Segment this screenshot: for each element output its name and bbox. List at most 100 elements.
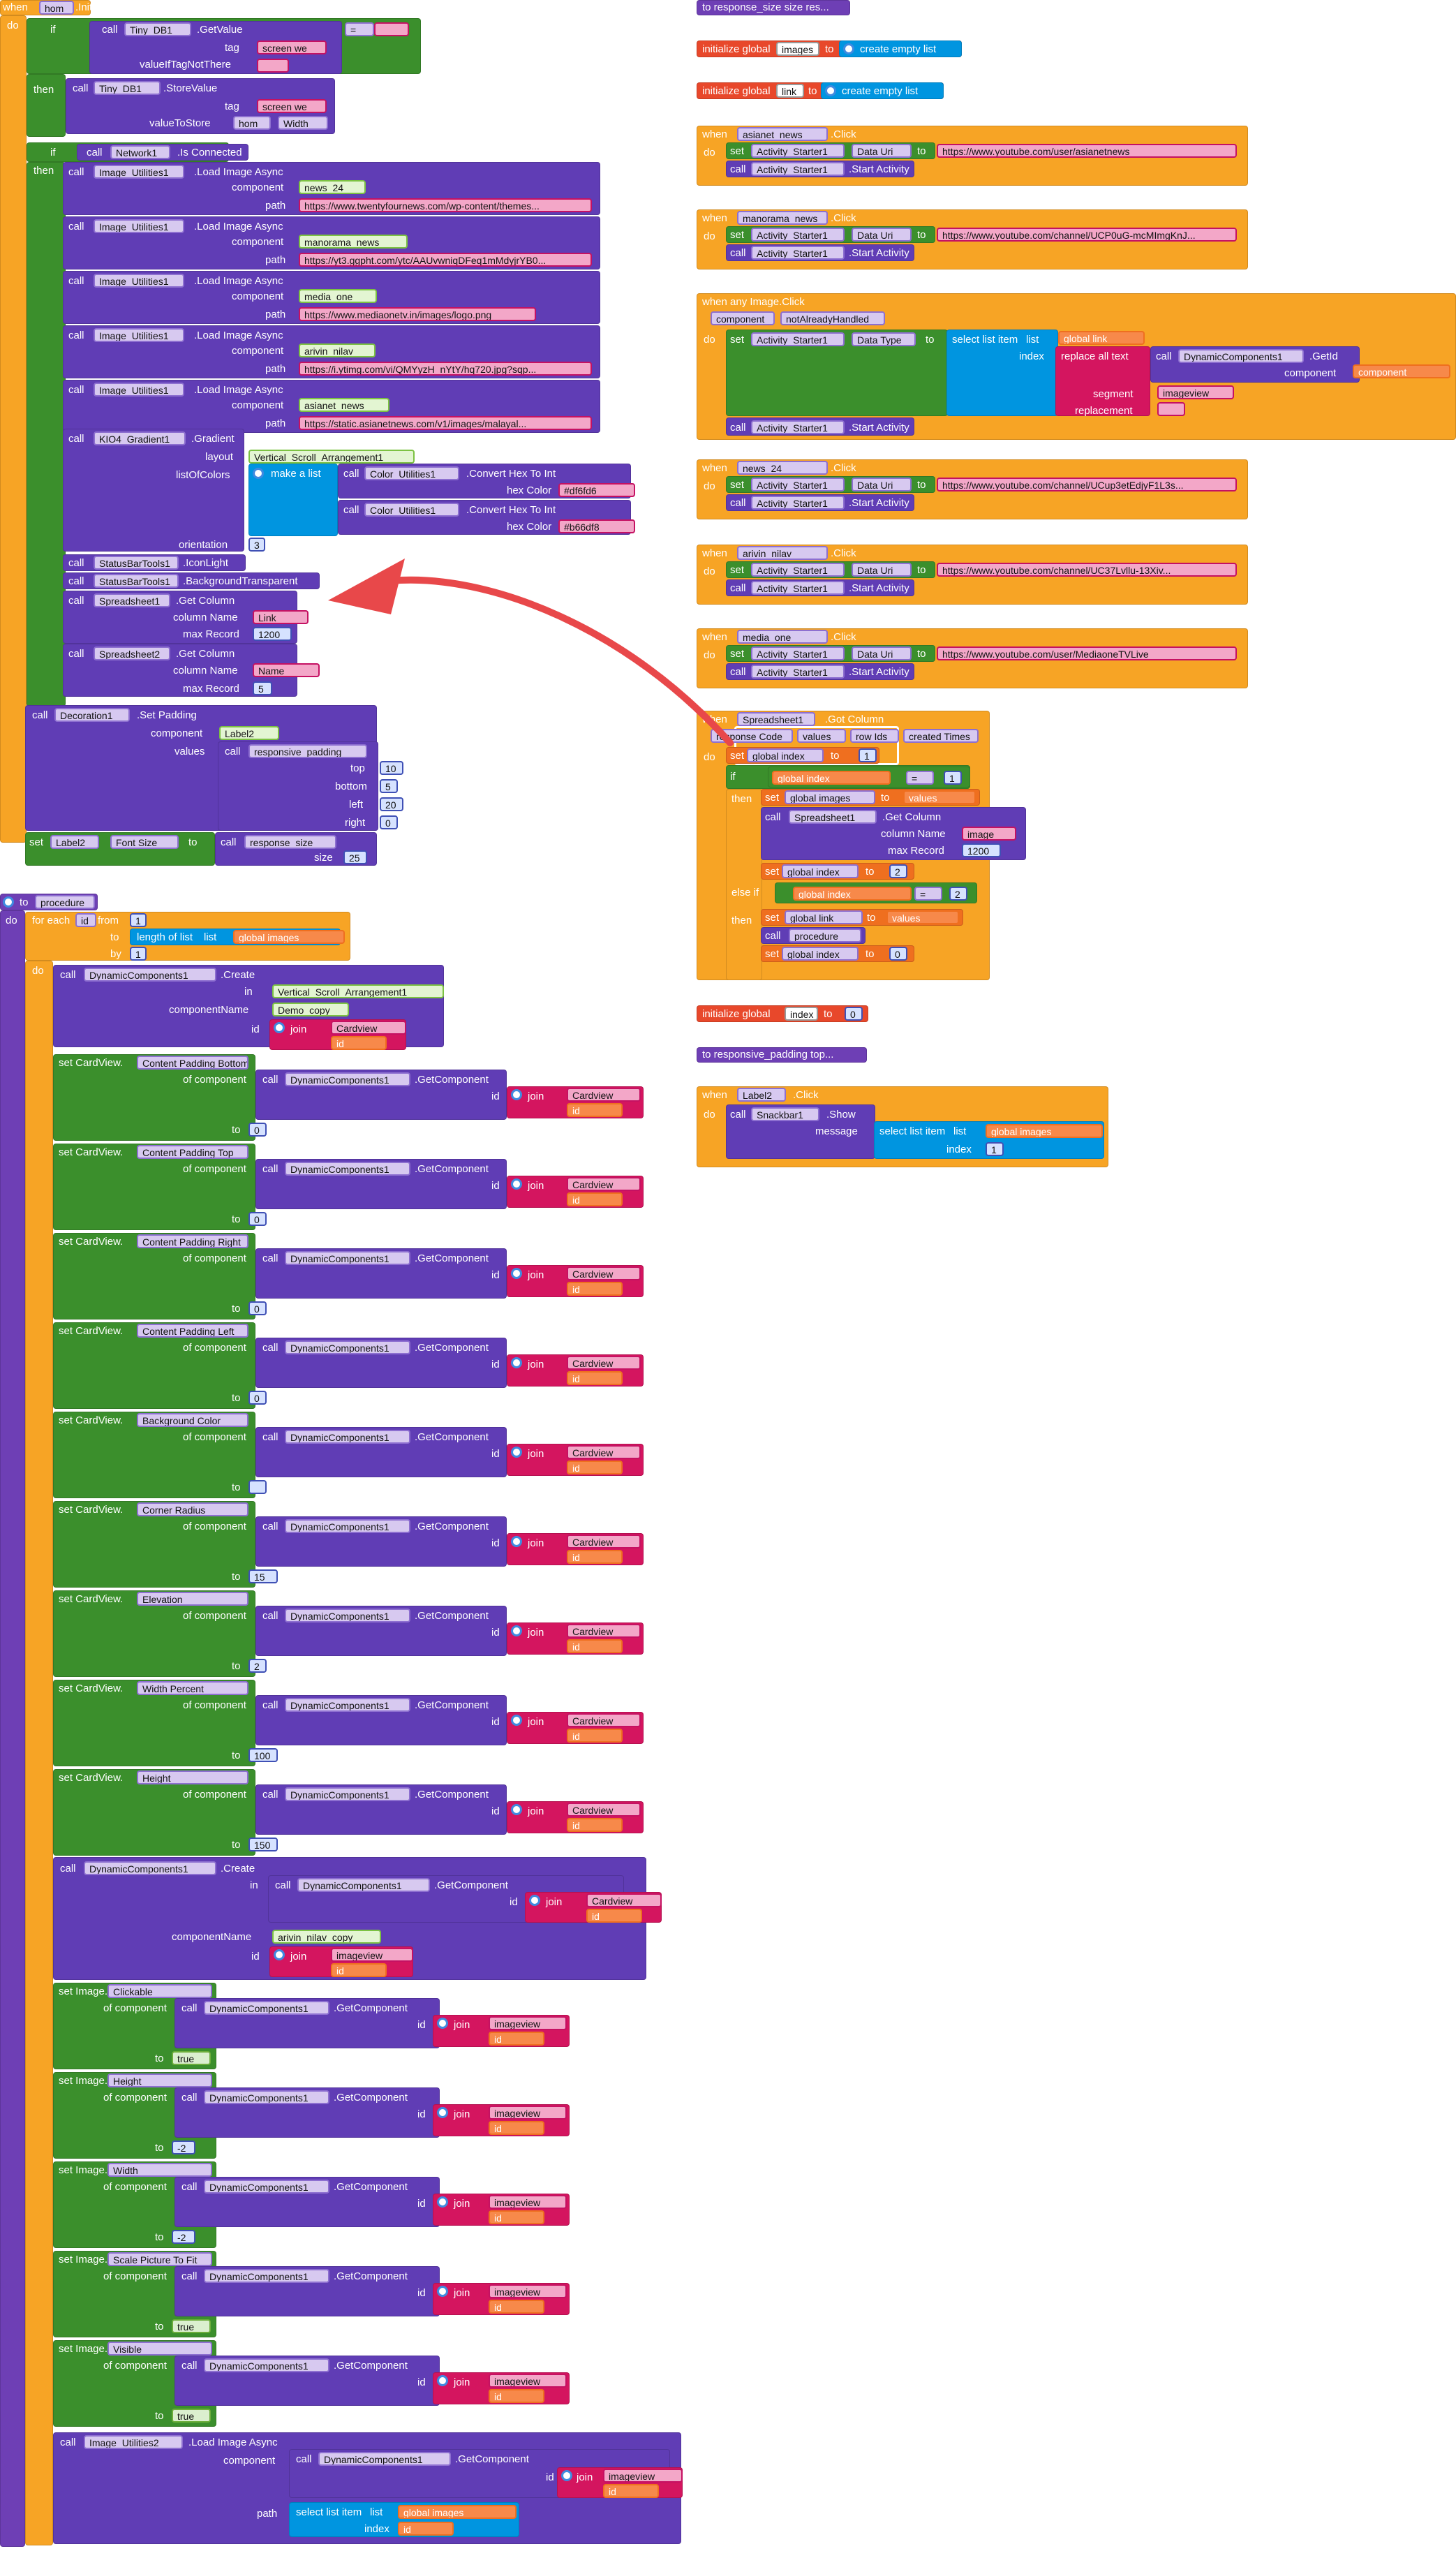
- join-gear-icon[interactable]: [511, 1178, 522, 1190]
- join-gear-icon[interactable]: [437, 2107, 448, 2118]
- dc-dropdown[interactable]: DynamicComponents1: [285, 1340, 410, 1354]
- spreadsheet1-dropdown[interactable]: Spreadsheet1: [94, 593, 170, 607]
- procedure-gear-icon[interactable]: [3, 896, 14, 908]
- image-value[interactable]: true: [172, 2409, 211, 2423]
- cardview-prop[interactable]: Content Padding Bottom: [137, 1056, 248, 1070]
- tag-string[interactable]: screen we: [257, 99, 327, 113]
- join-cardview[interactable]: Cardview: [567, 1535, 641, 1548]
- decoration1-dropdown[interactable]: Decoration1: [54, 708, 130, 722]
- image-prop[interactable]: Clickable: [107, 1984, 212, 1998]
- image-prop[interactable]: Scale Picture To Fit: [107, 2252, 212, 2266]
- get-global-images[interactable]: global images: [233, 930, 345, 944]
- get-component[interactable]: component: [1353, 364, 1450, 378]
- vertical-scroll-comp[interactable]: Vertical_Scroll_Arrangement1: [248, 450, 415, 464]
- cardview-prop[interactable]: Content Padding Left: [137, 1324, 248, 1338]
- label2-dropdown[interactable]: Label2: [50, 835, 99, 849]
- column-image-string[interactable]: image: [962, 827, 1016, 841]
- param-not-handled[interactable]: notAlreadyHandled: [780, 311, 885, 325]
- activity-starter-dropdown[interactable]: Activity_Starter1: [751, 144, 845, 158]
- tinydb1-dropdown[interactable]: Tiny_DB1: [94, 81, 161, 95]
- card-value[interactable]: 0: [248, 1123, 267, 1137]
- dc-dropdown[interactable]: DynamicComponents1: [285, 1162, 410, 1176]
- get-id[interactable]: id: [489, 2389, 544, 2403]
- label2-component[interactable]: Label2: [219, 726, 279, 740]
- click-comp[interactable]: manorama_news: [737, 211, 828, 225]
- dc-dropdown[interactable]: DynamicComponents1: [204, 2090, 329, 2104]
- join-imageview[interactable]: imageview: [603, 2469, 683, 2483]
- activity-starter-dropdown[interactable]: Activity_Starter1: [751, 478, 845, 491]
- compare-op[interactable]: =: [345, 22, 374, 36]
- create-empty-list-block[interactable]: [839, 40, 962, 57]
- get-id[interactable]: id: [567, 1103, 623, 1117]
- create-empty-list-block[interactable]: [821, 82, 944, 99]
- arivin-path[interactable]: https://i.ytimg.com/vi/QMYyzH_nYtY/hq720…: [299, 362, 592, 376]
- image-prop[interactable]: Visible: [107, 2342, 212, 2356]
- dc-dropdown[interactable]: DynamicComponents1: [84, 968, 216, 982]
- click-comp[interactable]: arivin_nilav: [737, 546, 828, 560]
- join-cardview[interactable]: Cardview: [567, 1266, 641, 1280]
- link-var-name[interactable]: link: [776, 84, 804, 98]
- procedure-dropdown[interactable]: procedure: [789, 929, 861, 942]
- spreadsheet2-dropdown[interactable]: Spreadsheet2: [94, 646, 170, 660]
- spreadsheet1-dropdown[interactable]: Spreadsheet1: [789, 810, 877, 824]
- data-uri-prop[interactable]: Data Uri: [852, 144, 912, 158]
- max-record-num[interactable]: 1200: [962, 843, 1001, 857]
- get-id[interactable]: id: [567, 1550, 623, 1564]
- vifn-string[interactable]: [257, 59, 289, 73]
- vts-comp[interactable]: hom: [233, 116, 271, 130]
- label2-dropdown[interactable]: Label2: [737, 1088, 786, 1102]
- image-utilities2-dropdown[interactable]: Image_Utilities2: [84, 2435, 183, 2449]
- tinydb1-dropdown[interactable]: Tiny_DB1: [124, 22, 191, 36]
- get-id[interactable]: id: [567, 1639, 623, 1653]
- by-num[interactable]: 1: [130, 947, 147, 961]
- color-utilities-dropdown[interactable]: Color_Utilities1: [364, 503, 459, 517]
- snackbar-dropdown[interactable]: Snackbar1: [751, 1107, 819, 1121]
- gradient-block[interactable]: [63, 429, 244, 552]
- global-index-var[interactable]: global index: [782, 947, 859, 961]
- card-value[interactable]: [248, 1480, 267, 1494]
- get-global-images[interactable]: global images: [398, 2505, 517, 2519]
- network1-dropdown[interactable]: Network1: [110, 145, 170, 159]
- zero-num[interactable]: 0: [845, 1007, 863, 1021]
- dc-dropdown[interactable]: DynamicComponents1: [285, 1251, 410, 1265]
- left-num[interactable]: 20: [380, 797, 403, 811]
- get-id[interactable]: id: [398, 2522, 454, 2536]
- join-gear-icon[interactable]: [511, 1715, 522, 1726]
- kio4-gradient-dropdown[interactable]: KIO4_Gradient1: [94, 431, 186, 445]
- activity-starter-dropdown[interactable]: Activity_Starter1: [751, 162, 845, 176]
- param-row-ids[interactable]: row Ids: [850, 729, 899, 743]
- zero-num[interactable]: 0: [889, 947, 907, 961]
- hex2-string[interactable]: #b66df8: [558, 519, 635, 533]
- card-value[interactable]: 15: [248, 1569, 278, 1583]
- init-global-index-block[interactable]: [697, 1005, 868, 1022]
- image-utilities1-dropdown[interactable]: Image_Utilities1: [94, 328, 184, 342]
- join-cardview[interactable]: Cardview: [567, 1713, 641, 1727]
- orientation-num[interactable]: 3: [248, 538, 265, 552]
- data-uri-prop[interactable]: Data Uri: [852, 478, 912, 491]
- max-record-num[interactable]: 5: [253, 681, 272, 695]
- join-gear-icon[interactable]: [437, 2375, 448, 2386]
- url-string[interactable]: https://www.youtube.com/channel/UC37Lvll…: [937, 563, 1237, 577]
- join-gear-icon[interactable]: [511, 1447, 522, 1458]
- join-imageview[interactable]: imageview: [489, 2284, 567, 2298]
- two-num[interactable]: 2: [889, 864, 907, 878]
- join-cardview[interactable]: Cardview: [586, 1893, 662, 1907]
- get-id[interactable]: id: [489, 2210, 544, 2224]
- activity-starter-dropdown[interactable]: Activity_Starter1: [751, 563, 845, 577]
- card-value[interactable]: 100: [248, 1748, 278, 1762]
- cardview-prop[interactable]: Height: [137, 1770, 248, 1784]
- url-string[interactable]: https://www.youtube.com/user/asianetnews: [937, 144, 1237, 158]
- hom-dropdown[interactable]: hom: [39, 1, 74, 15]
- images-var-name[interactable]: images: [776, 42, 819, 56]
- dc-dropdown[interactable]: DynamicComponents1: [1178, 349, 1304, 363]
- param-component[interactable]: component: [711, 311, 775, 325]
- join-imageview[interactable]: imageview: [331, 1948, 413, 1962]
- one-num[interactable]: 1: [944, 771, 962, 785]
- get-global-images[interactable]: global images: [986, 1124, 1103, 1138]
- join-cardview[interactable]: Cardview: [331, 1021, 406, 1035]
- join-gear-icon[interactable]: [437, 2196, 448, 2208]
- demo-copy-comp[interactable]: Demo_copy: [272, 1003, 349, 1016]
- get-values[interactable]: values: [886, 910, 959, 924]
- global-index-var[interactable]: global index: [747, 748, 824, 762]
- click-comp[interactable]: news_24: [737, 461, 828, 475]
